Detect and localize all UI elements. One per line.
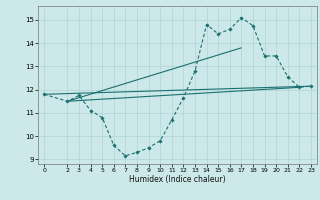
X-axis label: Humidex (Indice chaleur): Humidex (Indice chaleur) <box>129 175 226 184</box>
